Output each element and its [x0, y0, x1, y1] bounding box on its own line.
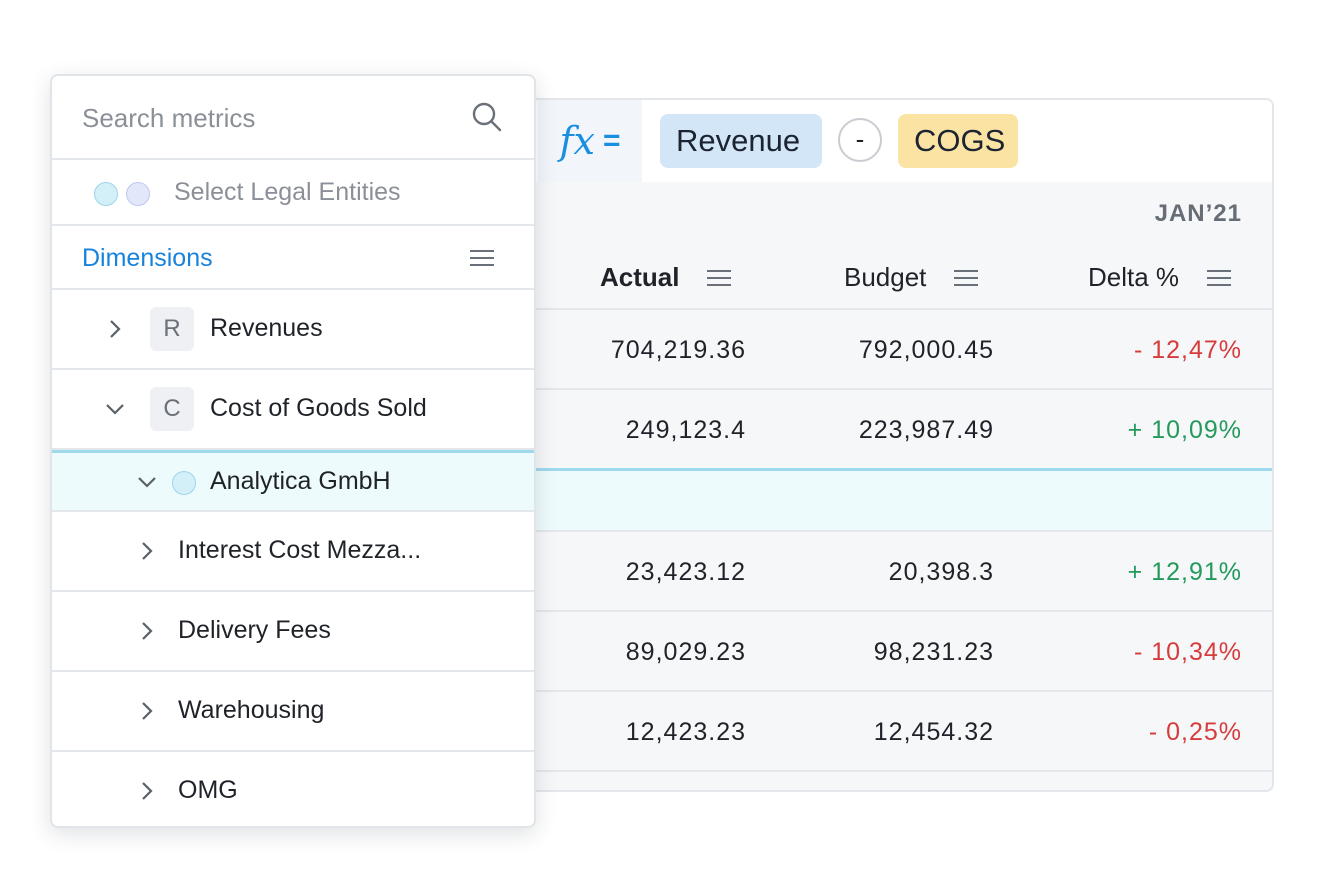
fx-indicator: fx =: [538, 100, 642, 182]
chevron-down-icon[interactable]: [136, 471, 158, 493]
column-header-delta[interactable]: Delta %: [1088, 262, 1232, 293]
table-row[interactable]: 23,423.12 20,398.3 + 12,91%: [502, 530, 1272, 610]
cogs-operand-chip[interactable]: COGS: [898, 114, 1018, 168]
equals-sign: =: [602, 124, 621, 157]
category-badge: R: [150, 307, 194, 351]
dimensions-label[interactable]: Dimensions: [82, 244, 213, 272]
table-body: 704,219.36 792,000.45 - 12,47% 249,123.4…: [502, 308, 1272, 790]
tree-item-label: Interest Cost Mezza...: [178, 536, 422, 564]
hamburger-icon[interactable]: [470, 250, 494, 266]
chevron-right-icon[interactable]: [104, 318, 126, 340]
tree-item-revenues[interactable]: R Revenues: [52, 290, 534, 370]
column-header-label: Actual: [600, 262, 680, 292]
hamburger-icon[interactable]: [707, 269, 732, 286]
table-row-empty: [502, 770, 1272, 790]
entity-dot-icon: [126, 182, 150, 206]
chevron-right-icon[interactable]: [136, 540, 158, 562]
column-header-label: Delta %: [1088, 262, 1180, 292]
tree-item-label: Delivery Fees: [178, 616, 331, 644]
legal-entities-label: Select Legal Entities: [174, 178, 401, 206]
period-label: JAN’21: [1154, 200, 1242, 227]
tree-item-interest-cost[interactable]: Interest Cost Mezza...: [52, 512, 534, 592]
column-header-budget[interactable]: Budget: [844, 262, 979, 293]
tree-item-cost-of-goods-sold[interactable]: C Cost of Goods Sold: [52, 370, 534, 450]
column-header-label: Budget: [844, 262, 927, 292]
metrics-table-card: fx = Revenue - COGS JAN’21 Actual Budget…: [500, 98, 1274, 792]
table-row[interactable]: 12,423.23 12,454.32 - 0,25%: [502, 690, 1272, 770]
tree-item-delivery-fees[interactable]: Delivery Fees: [52, 592, 534, 672]
search-input[interactable]: [82, 98, 452, 138]
actual-cell: 89,029.23: [625, 638, 746, 666]
tree-item-label: Revenues: [210, 314, 323, 342]
formula-bar[interactable]: fx = Revenue - COGS: [502, 100, 1272, 182]
actual-cell: 249,123.4: [625, 416, 746, 444]
budget-cell: 792,000.45: [858, 336, 994, 364]
legal-entities-selector[interactable]: Select Legal Entities: [52, 160, 534, 226]
entity-dot-icon: [94, 182, 118, 206]
actual-cell: 12,423.23: [625, 718, 746, 746]
table-row[interactable]: 249,123.4 223,987.49 + 10,09%: [502, 388, 1272, 468]
tree-item-label: Analytica GmbH: [210, 467, 391, 495]
hamburger-icon[interactable]: [954, 269, 979, 286]
actual-cell: 23,423.12: [625, 558, 746, 586]
category-badge: C: [150, 387, 194, 431]
chevron-down-icon[interactable]: [104, 398, 126, 420]
delta-cell: - 0,25%: [1148, 718, 1242, 746]
chevron-right-icon[interactable]: [136, 780, 158, 802]
minus-operator[interactable]: -: [838, 118, 882, 162]
entity-dot-icon: [172, 471, 196, 495]
tree-item-warehousing[interactable]: Warehousing: [52, 672, 534, 752]
fx-label: fx: [559, 119, 595, 163]
delta-cell: - 12,47%: [1133, 336, 1242, 364]
tree-item-label: OMG: [178, 776, 238, 804]
tree-item-analytica-gmbh[interactable]: Analytica GmbH: [52, 450, 534, 512]
table-row[interactable]: 89,029.23 98,231.23 - 10,34%: [502, 610, 1272, 690]
chevron-right-icon[interactable]: [136, 700, 158, 722]
search-icon[interactable]: [472, 102, 502, 132]
search-bar: [52, 76, 534, 160]
revenue-operand-chip[interactable]: Revenue: [660, 114, 822, 168]
metrics-panel: Select Legal Entities Dimensions R Reven…: [50, 74, 536, 828]
budget-cell: 98,231.23: [873, 638, 994, 666]
delta-cell: + 10,09%: [1127, 416, 1242, 444]
chevron-right-icon[interactable]: [136, 620, 158, 642]
budget-cell: 20,398.3: [888, 558, 994, 586]
table-row[interactable]: 704,219.36 792,000.45 - 12,47%: [502, 308, 1272, 388]
budget-cell: 12,454.32: [873, 718, 994, 746]
budget-cell: 223,987.49: [858, 416, 994, 444]
delta-cell: - 10,34%: [1133, 638, 1242, 666]
tree-item-omg[interactable]: OMG: [52, 752, 534, 826]
dimensions-header: Dimensions: [52, 226, 534, 290]
delta-cell: + 12,91%: [1127, 558, 1242, 586]
tree-item-label: Warehousing: [178, 696, 325, 724]
column-header-actual[interactable]: Actual: [600, 262, 732, 293]
actual-cell: 704,219.36: [610, 336, 746, 364]
tree-item-label: Cost of Goods Sold: [210, 394, 427, 422]
table-row-selected[interactable]: [502, 468, 1272, 530]
hamburger-icon[interactable]: [1207, 269, 1232, 286]
